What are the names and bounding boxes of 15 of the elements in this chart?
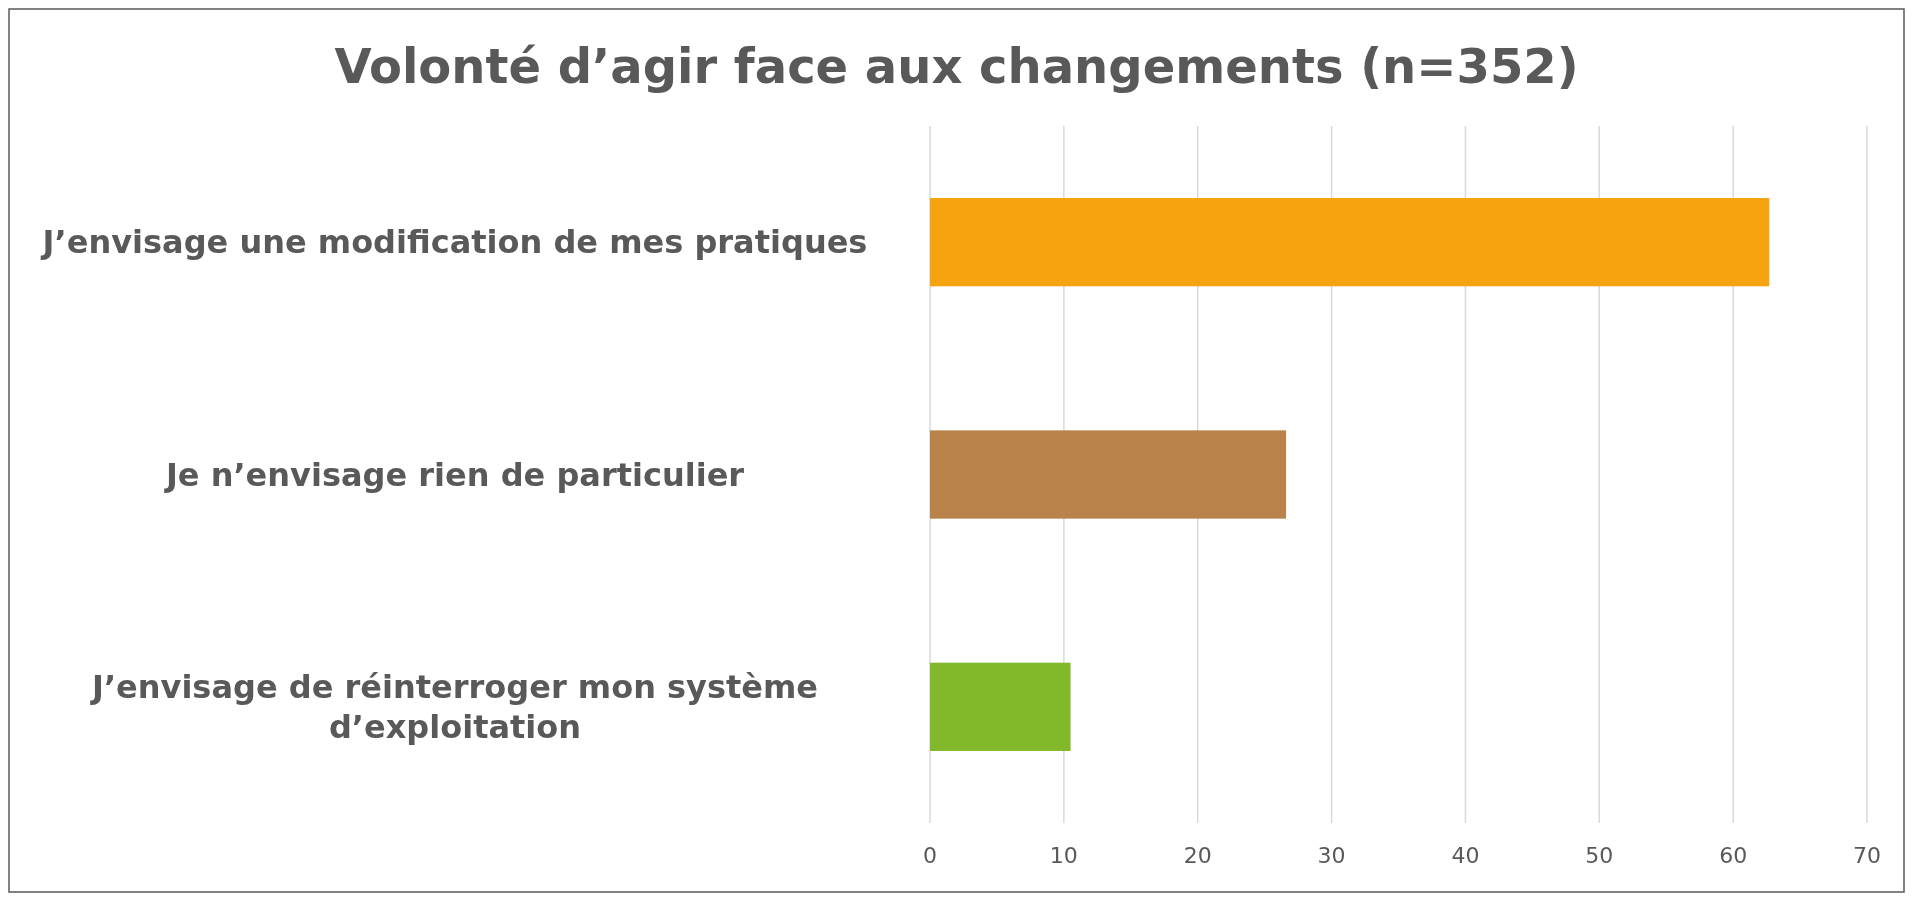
x-tick-label: 60 [1719,843,1748,868]
bar [930,198,1770,287]
x-tick-label: 10 [1049,843,1078,868]
x-tick-label: 50 [1585,843,1614,868]
y-tick-label: Je n’envisage rien de particulier [163,455,745,494]
bar [930,662,1071,751]
x-tick-label: 20 [1183,843,1212,868]
bar [930,430,1287,519]
y-tick-label: J’envisage de réinterroger mon système d’exploitation [89,667,819,746]
x-tick-label: 70 [1853,843,1881,868]
x-tick-label: 0 [923,843,937,868]
y-tick-label: J’envisage une modification de mes pratiques [40,223,868,262]
x-tick-label: 30 [1317,843,1346,868]
chart-title: Volonté d’agir face aux changements (n=352) [334,38,1579,94]
x-tick-label: 40 [1451,843,1480,868]
